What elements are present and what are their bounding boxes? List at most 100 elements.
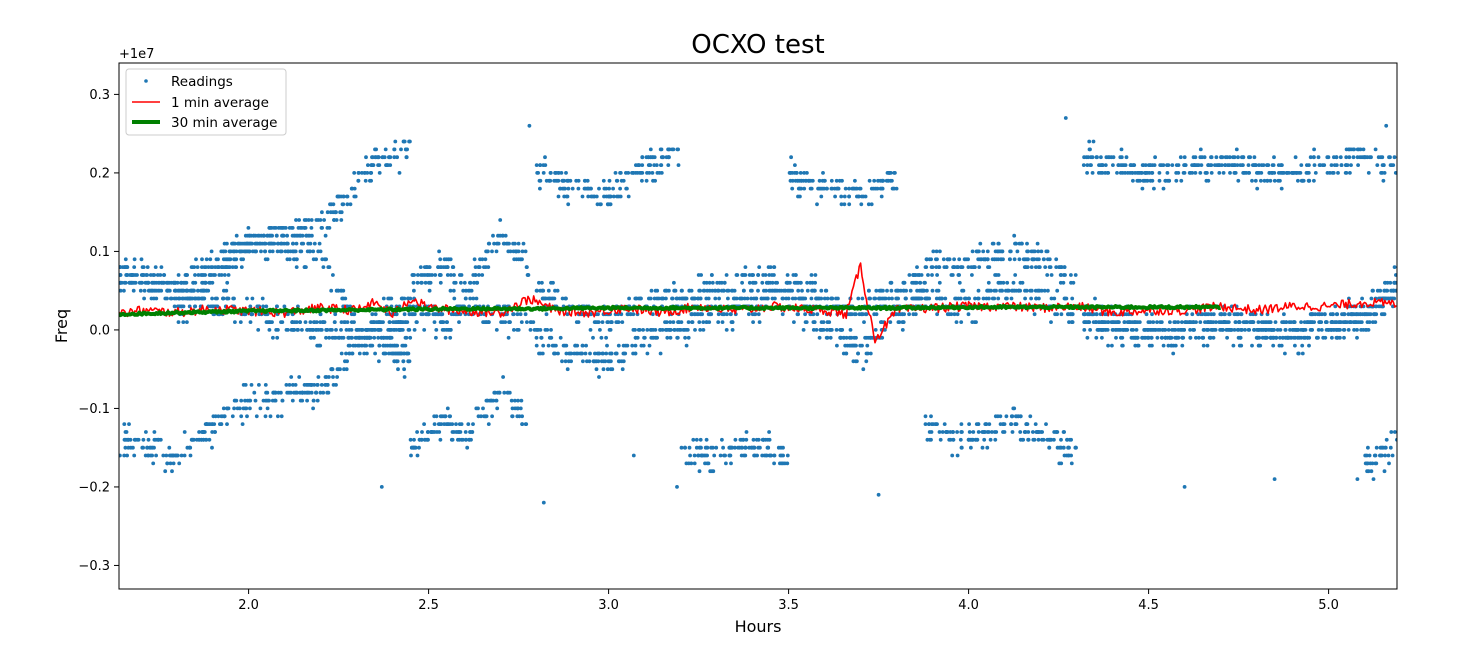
reading-point [230,265,235,269]
reading-point [525,320,529,324]
reading-point [231,249,236,254]
reading-point [563,186,567,191]
reading-point [692,296,697,301]
reading-point [255,241,259,246]
reading-point [817,296,822,301]
reading-point [270,233,274,238]
reading-point [1198,171,1203,175]
reading-point [1283,351,1287,356]
reading-point [566,359,571,364]
reading-point [549,328,553,332]
reading-point [939,296,944,301]
reading-point [1123,163,1128,168]
reading-point [141,445,146,450]
reading-point [168,453,173,458]
reading-point [802,186,807,191]
reading-point [1096,328,1101,332]
reading-point [1239,343,1244,348]
reading-point [475,280,479,285]
reading-point [131,280,136,285]
reading-point [895,288,900,293]
reading-point [1059,461,1064,466]
reading-point [408,335,413,340]
reading-point [743,445,748,450]
reading-point [318,312,323,317]
reading-point [457,437,462,442]
reading-point [563,359,568,364]
reading-point [1176,320,1180,324]
reading-point [259,249,263,254]
x-tick-label: 4.0 [958,598,979,613]
reading-point [686,320,691,324]
reading-point [1272,178,1277,183]
reading-point [233,257,238,262]
reading-point [334,328,338,332]
reading-point [1155,320,1159,324]
reading-point [1271,343,1276,348]
reading-point [122,437,127,442]
reading-point [642,335,646,340]
reading-point [1217,320,1222,324]
reading-point [1099,163,1104,168]
reading-point [145,445,150,450]
reading-point [998,288,1002,293]
reading-point [1325,155,1330,160]
reading-point [158,273,163,277]
reading-point [801,328,806,332]
reading-point [1236,178,1241,183]
reading-point [516,241,521,246]
reading-point [1182,485,1187,489]
reading-point [755,453,759,458]
reading-point [649,288,654,293]
reading-point [370,155,375,160]
reading-point [594,194,599,199]
reading-point [699,453,704,458]
reading-point [239,249,244,254]
reading-point [367,335,372,340]
reading-point [798,194,802,199]
reading-point [390,351,395,356]
reading-point [929,265,934,269]
reading-point [624,186,629,191]
reading-point [324,335,328,340]
reading-point [546,288,551,293]
reading-point [1029,296,1033,301]
reading-point [1045,437,1050,442]
reading-point [730,328,735,332]
reading-point [956,273,961,277]
reading-point [927,422,931,426]
reading-point [541,171,546,175]
reading-point [1180,343,1185,348]
reading-point [1316,312,1320,317]
reading-point [1253,163,1257,168]
reading-point [202,280,207,285]
reading-point [414,320,419,324]
reading-point [952,257,956,262]
reading-point [927,257,932,262]
reading-point [927,430,932,434]
reading-point [929,414,933,419]
reading-point [961,288,966,293]
legend-readings-label: Readings [171,74,233,90]
reading-point [329,367,334,372]
reading-point [726,288,731,293]
reading-point [699,445,703,450]
reading-point [878,186,883,191]
reading-point [1023,288,1027,293]
reading-point [634,296,639,301]
chart-title: OCXO test [691,30,824,60]
reading-point [861,194,866,199]
reading-point [423,280,428,285]
reading-point [1073,273,1078,277]
reading-point [294,265,299,269]
reading-point [1175,335,1180,340]
reading-point [1010,414,1014,419]
reading-point [1350,312,1355,317]
reading-point [1382,288,1387,293]
reading-point [1182,171,1187,175]
reading-point [231,241,236,246]
reading-point [370,312,375,317]
reading-point [958,437,963,442]
reading-point [127,422,131,426]
reading-point [392,155,397,160]
